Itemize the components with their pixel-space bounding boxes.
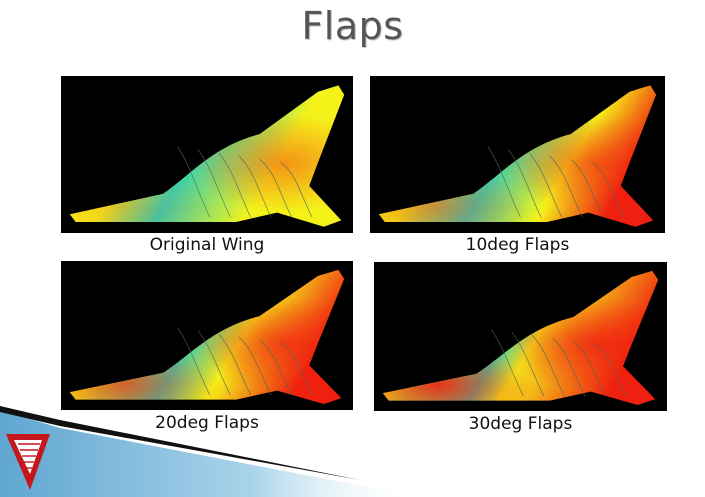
wing-panel-10deg bbox=[370, 76, 665, 233]
wing-render bbox=[382, 270, 659, 405]
surface-line bbox=[573, 340, 606, 397]
footer-decoration bbox=[0, 406, 420, 497]
surface-line bbox=[570, 158, 604, 218]
wing-panel-20deg bbox=[61, 261, 353, 410]
wing-render bbox=[69, 85, 345, 227]
logo-icon bbox=[6, 434, 50, 490]
caption-10deg-flaps: 10deg Flaps bbox=[465, 235, 570, 255]
surface-line bbox=[177, 146, 211, 218]
surface-line bbox=[552, 337, 586, 397]
wing-render bbox=[69, 269, 345, 404]
wing-surface bbox=[69, 85, 345, 227]
surface-line bbox=[529, 152, 563, 218]
surface-line bbox=[279, 162, 313, 218]
caption-30deg-flaps: 30deg Flaps bbox=[468, 414, 573, 434]
surface-line bbox=[531, 334, 565, 397]
surface-line bbox=[238, 336, 272, 396]
surface-line bbox=[511, 331, 545, 397]
surface-line bbox=[593, 343, 627, 397]
surface-line bbox=[177, 327, 211, 396]
slide-title: Flaps bbox=[301, 4, 404, 48]
surface-line bbox=[591, 162, 624, 218]
surface-line bbox=[487, 146, 521, 218]
surface-line bbox=[218, 333, 252, 396]
surface-line bbox=[197, 149, 231, 218]
surface-line bbox=[197, 330, 231, 396]
wing-surface bbox=[382, 270, 659, 405]
footer-blue-wedge bbox=[0, 410, 420, 497]
caption-20deg-flaps: 20deg Flaps bbox=[155, 413, 259, 433]
wing-render bbox=[378, 85, 657, 227]
surface-line bbox=[279, 342, 313, 396]
wing-surface bbox=[378, 85, 657, 227]
surface-line bbox=[508, 149, 542, 218]
surface-line bbox=[549, 155, 583, 218]
surface-line bbox=[490, 328, 524, 397]
wing-panel-30deg bbox=[374, 262, 667, 411]
surface-line bbox=[259, 339, 292, 396]
wing-surface bbox=[69, 269, 345, 404]
surface-line bbox=[259, 158, 292, 218]
wing-panel-original bbox=[61, 76, 353, 233]
caption-original-wing: Original Wing bbox=[149, 235, 265, 255]
surface-line bbox=[218, 152, 252, 218]
surface-line bbox=[238, 155, 272, 218]
